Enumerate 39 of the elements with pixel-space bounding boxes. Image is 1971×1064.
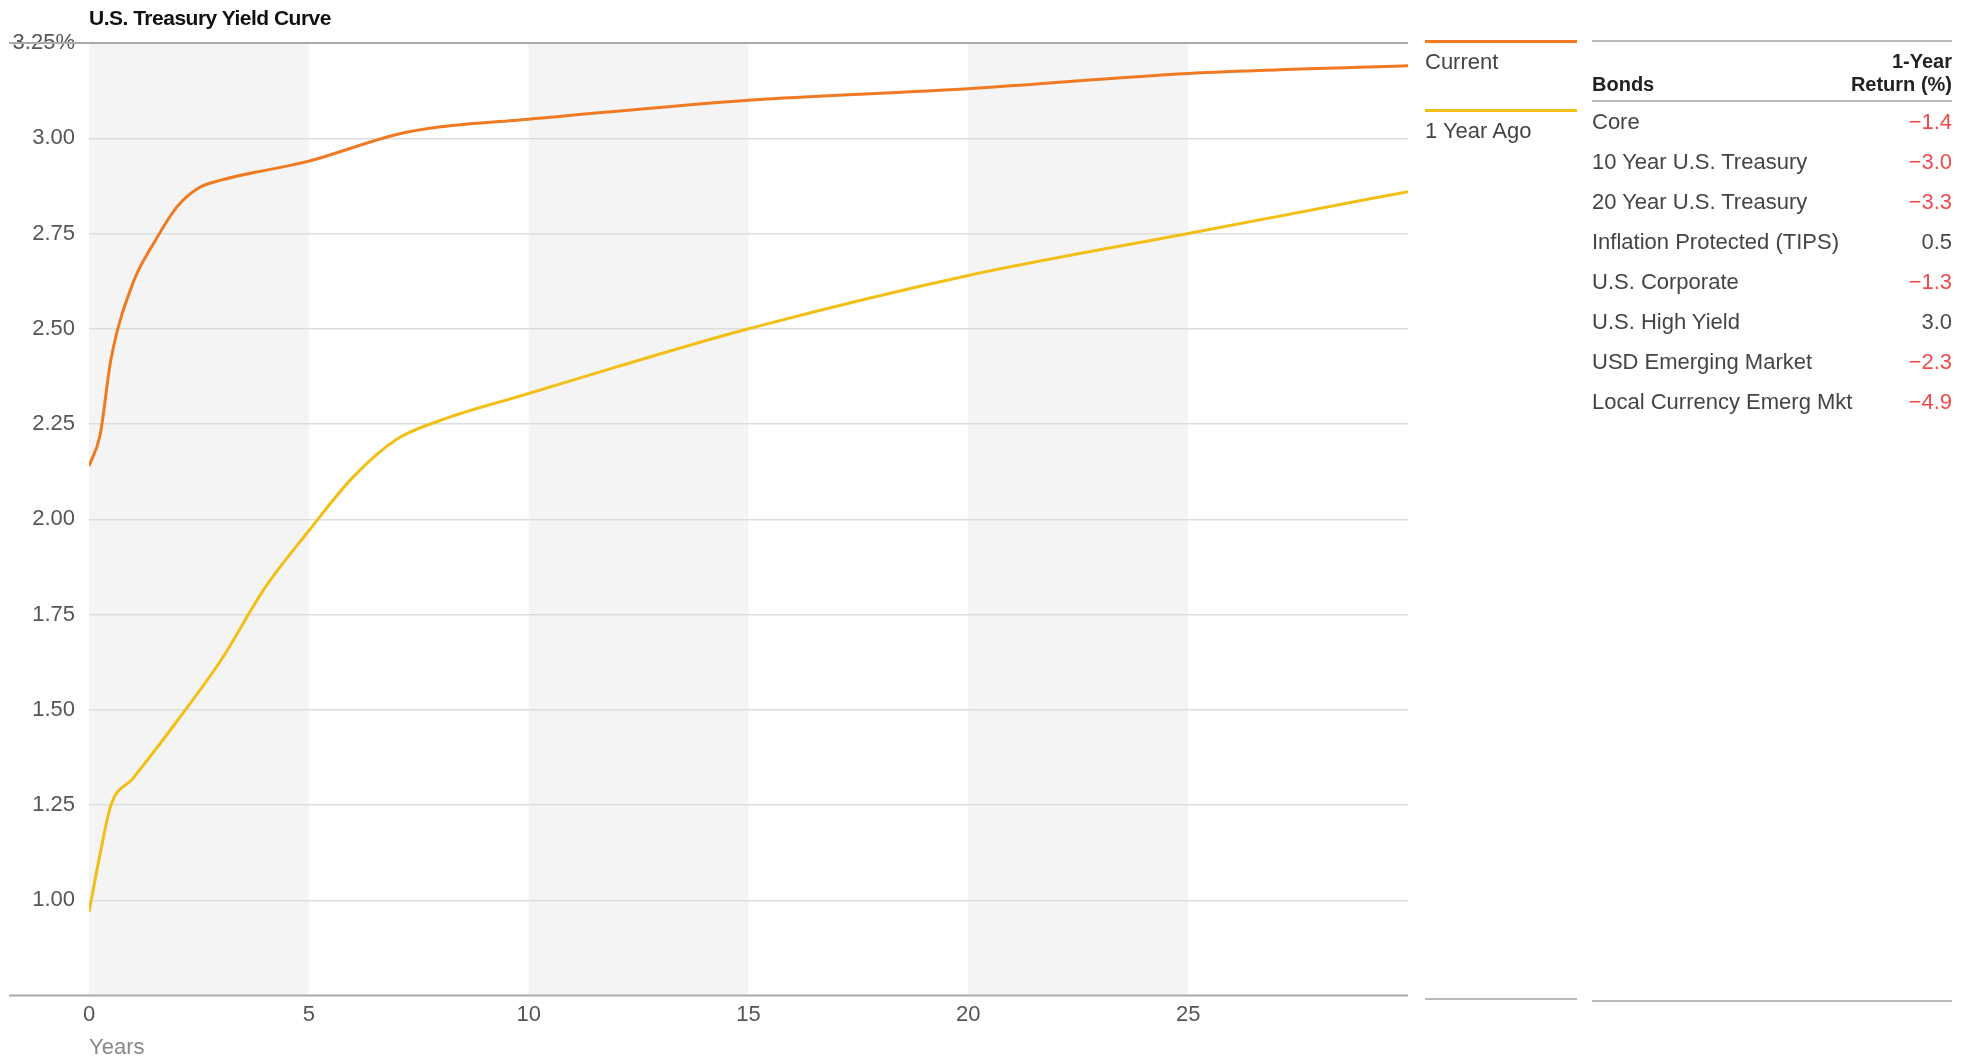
category-label: USD Emerging Market	[1592, 349, 1813, 375]
category-label: 20 Year U.S. Treasury	[1592, 189, 1808, 215]
y-tick-label: 3.00	[32, 124, 75, 150]
y-tick-label: 1.25	[32, 791, 75, 817]
chart-title: U.S. Treasury Yield Curve	[89, 6, 331, 30]
line-series	[89, 64, 1408, 468]
category-label: U.S. Corporate	[1592, 269, 1739, 295]
y-tick-label: 1.75	[32, 600, 75, 626]
x-tick-label: 5	[302, 1000, 315, 1026]
x-tick-label: 20	[956, 1000, 981, 1026]
y-tick-label: 1.00	[32, 886, 75, 912]
x-tick-label: 0	[82, 1000, 96, 1026]
category-label: Local Currency Emerg Mkt	[1592, 389, 1853, 415]
x-axis-title: Years	[89, 1034, 145, 1060]
y-tick-label: 2.50	[32, 314, 75, 340]
text: −1.4	[1908, 109, 1952, 134]
category-label: Core	[1592, 109, 1640, 135]
y-tick-label: 2.00	[32, 505, 75, 531]
text: Bonds	[1592, 73, 1655, 96]
text: −2.3	[1908, 349, 1952, 374]
category-label: U.S. High Yield	[1592, 309, 1740, 335]
text: −3.3	[1908, 189, 1952, 214]
x-tick-label: 25	[1175, 1000, 1201, 1026]
text: 3.0	[1921, 309, 1952, 334]
text: −3.0	[1908, 149, 1952, 174]
text: −4.9	[1908, 389, 1952, 414]
text: 1-Year Return (%)	[1849, 50, 1952, 96]
y-tick-label: 2.75	[32, 219, 75, 245]
x-tick-label: 10	[516, 1000, 541, 1026]
y-tick-label: 2.25	[32, 410, 75, 436]
category-label: Inflation Protected (TIPS)	[1592, 229, 1839, 255]
text: 0.5	[1921, 229, 1952, 254]
y-tick-label: 1.50	[32, 695, 75, 721]
x-tick-label: 15	[736, 1000, 761, 1026]
text: 1 Year Ago	[1425, 109, 1577, 178]
series-label: Current	[1425, 40, 1577, 109]
line-series	[89, 190, 1408, 914]
category-label: 10 Year U.S. Treasury	[1592, 149, 1808, 175]
text: −1.3	[1908, 269, 1952, 294]
